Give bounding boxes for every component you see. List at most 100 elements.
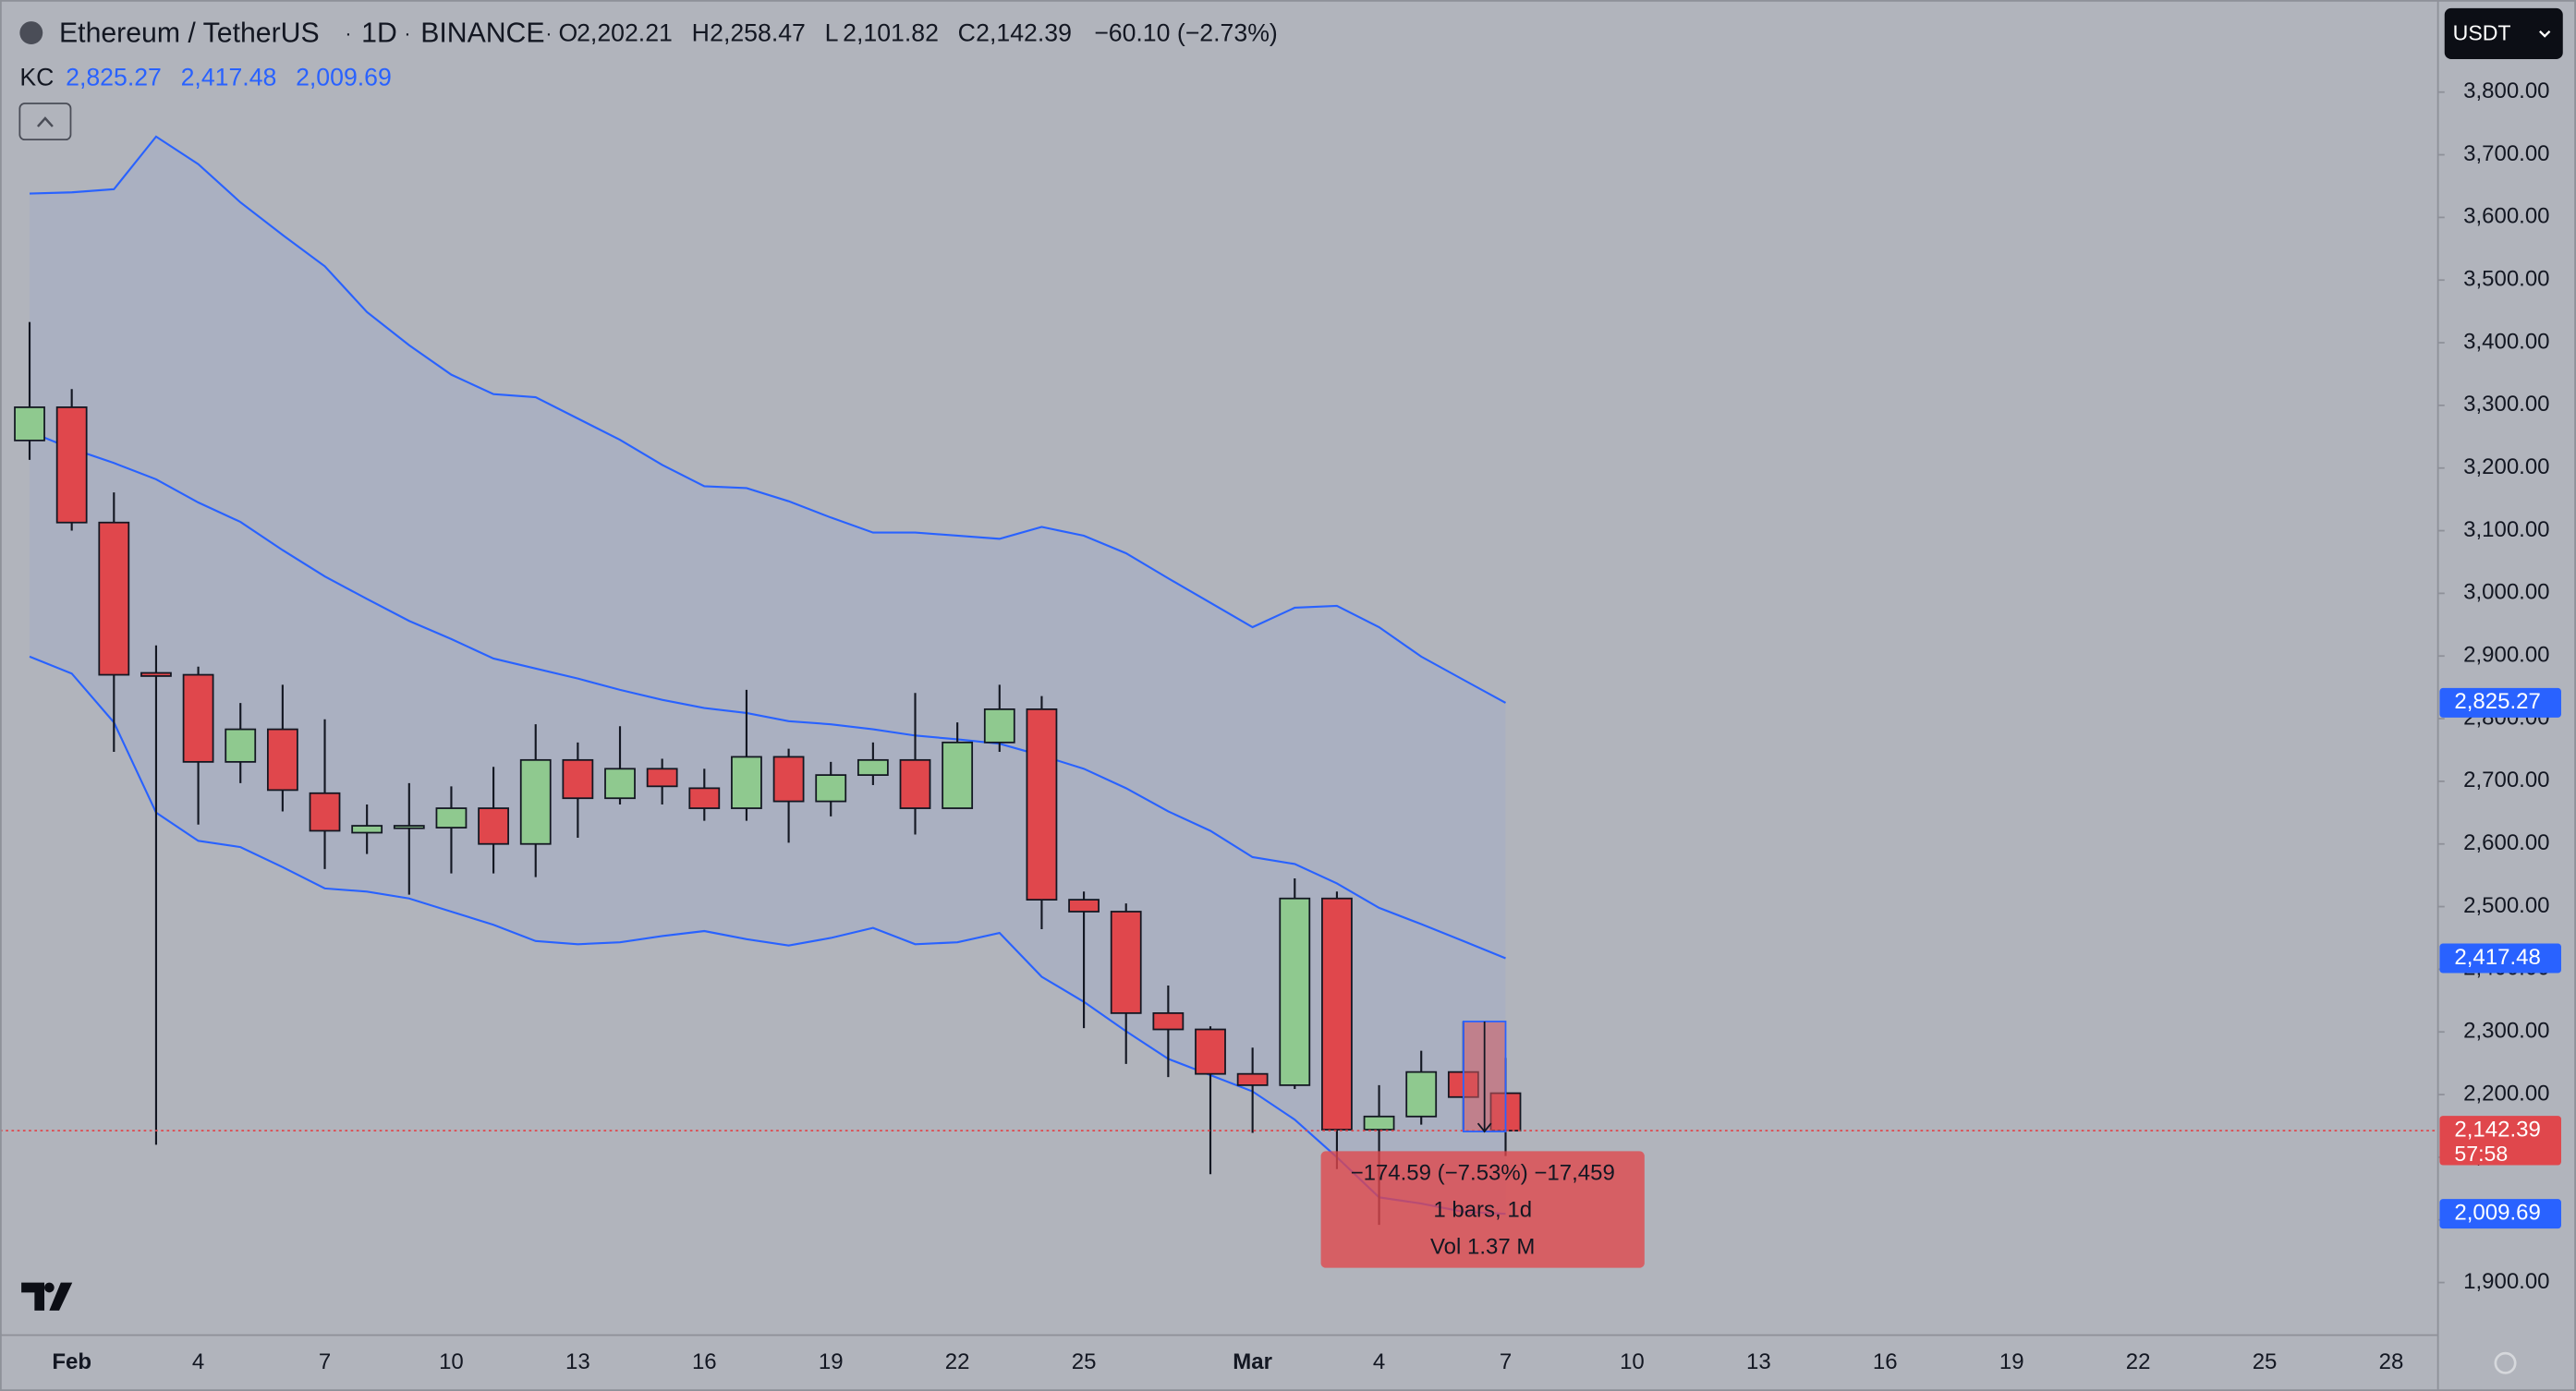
measure-text: Vol 1.37 M xyxy=(1430,1235,1535,1260)
candle-body xyxy=(182,673,214,763)
price-badge-label: 2,142.39 xyxy=(2454,1117,2540,1142)
ohlc-value: 2,101.82 xyxy=(843,18,939,46)
y-tick-label: 3,500.00 xyxy=(2463,267,2549,292)
y-tick-label: 3,300.00 xyxy=(2463,392,2549,417)
y-tick-label: 2,600.00 xyxy=(2463,830,2549,855)
currency: USDT xyxy=(2453,20,2511,44)
candle-body xyxy=(1195,1028,1226,1075)
x-tick-label: 10 xyxy=(1620,1349,1645,1374)
x-tick-label: 25 xyxy=(1072,1349,1097,1374)
candle-body xyxy=(393,825,425,829)
logo xyxy=(21,1282,73,1311)
candle-body xyxy=(1026,708,1058,901)
candle-body xyxy=(225,728,257,763)
x-tick-label: Mar xyxy=(1233,1349,1272,1374)
candle-body xyxy=(1279,897,1311,1086)
candle-body xyxy=(983,708,1015,744)
indicator-label: KC xyxy=(19,63,54,91)
candle-body xyxy=(98,521,130,676)
candle-body xyxy=(266,728,298,792)
x-tick-label: 19 xyxy=(1999,1349,2024,1374)
ohlc-key: C xyxy=(958,18,976,46)
exchange: BINANCE xyxy=(420,18,544,48)
y-tick-label: 2,200.00 xyxy=(2463,1081,2549,1106)
ohlc-value: 2,202.21 xyxy=(577,18,673,46)
y-tick-label: 3,000.00 xyxy=(2463,580,2549,605)
logo xyxy=(44,1282,55,1293)
candle-body xyxy=(604,768,636,800)
candle-body xyxy=(646,768,678,788)
separator: · xyxy=(545,22,552,44)
candle-body xyxy=(1152,1011,1185,1031)
indicator-value: 2,825.27 xyxy=(66,63,162,91)
x-tick-label: 22 xyxy=(945,1349,970,1374)
symbol-icon xyxy=(19,21,43,45)
candle-body xyxy=(772,756,805,803)
price-badge xyxy=(2439,943,2561,974)
y-tick-label: 3,100.00 xyxy=(2463,517,2549,542)
candle-body xyxy=(1068,899,1100,913)
channel-line xyxy=(29,430,1506,960)
candle-body xyxy=(1236,1072,1269,1086)
x-tick-label: 4 xyxy=(1373,1349,1385,1374)
separator: · xyxy=(404,22,410,44)
ohlc-value: 2,258.47 xyxy=(710,18,806,46)
currency-button[interactable] xyxy=(2444,7,2563,60)
candle-body xyxy=(899,758,931,809)
ohlc-value: 2,142.39 xyxy=(976,18,1072,46)
countdown: 57:58 xyxy=(2454,1142,2508,1166)
separator: · xyxy=(345,22,351,44)
plot-area xyxy=(0,135,2438,1268)
candle-body xyxy=(309,792,341,832)
y-tick-label: 2,900.00 xyxy=(2463,643,2549,668)
symbol: Ethereum / TetherUS xyxy=(59,18,320,48)
candle-body xyxy=(55,406,88,524)
candle-body xyxy=(435,807,468,829)
channel-line xyxy=(29,135,1507,704)
candle-body xyxy=(519,758,552,845)
interval: 1D xyxy=(361,18,397,48)
candle-body xyxy=(1321,897,1353,1131)
y-tick-label: 2,500.00 xyxy=(2463,893,2549,918)
candle-body xyxy=(562,758,594,800)
measure-text: 1 bars, 1d xyxy=(1433,1198,1532,1223)
y-tick-label: 2,300.00 xyxy=(2463,1019,2549,1044)
candle-body xyxy=(1363,1115,1395,1131)
y-tick-label: 2,700.00 xyxy=(2463,768,2549,792)
y-tick-label: 3,800.00 xyxy=(2463,79,2549,103)
ohlc-key: L xyxy=(825,18,839,46)
x-tick-label: Feb xyxy=(52,1349,91,1374)
x-tick-label: 13 xyxy=(565,1349,590,1374)
y-tick-label: 3,400.00 xyxy=(2463,329,2549,354)
y-tick-label: 1,900.00 xyxy=(2463,1269,2549,1294)
candle-body xyxy=(140,671,172,677)
dropdown-icon xyxy=(2539,30,2551,38)
collapse-button[interactable] xyxy=(18,103,72,141)
candle-body xyxy=(14,406,45,441)
y-tick-label: 3,200.00 xyxy=(2463,454,2549,479)
candle-body xyxy=(942,741,974,809)
indicator-value: 2,009.69 xyxy=(296,63,392,91)
price-badge xyxy=(2439,687,2561,718)
measure-text: −174.59 (−7.53%) −17,459 xyxy=(1351,1161,1615,1186)
candle-body xyxy=(478,807,509,845)
collapse-icon xyxy=(36,116,54,127)
x-tick-label: 25 xyxy=(2253,1349,2278,1374)
x-tick-label: 28 xyxy=(2379,1349,2404,1374)
ohlc-key: O xyxy=(559,18,578,46)
x-tick-label: 4 xyxy=(192,1349,204,1374)
candle-body xyxy=(688,787,721,809)
channel-line xyxy=(29,655,1506,1216)
settings-icon[interactable] xyxy=(2494,1351,2517,1374)
indicator-value: 2,417.48 xyxy=(181,63,277,91)
x-tick-label: 16 xyxy=(692,1349,717,1374)
x-tick-label: 19 xyxy=(819,1349,844,1374)
change: −60.10 (−2.73%) xyxy=(1094,18,1278,46)
price-badge-label: 2,825.27 xyxy=(2454,689,2540,714)
candle-body xyxy=(1405,1070,1438,1118)
y-tick-label: 3,700.00 xyxy=(2463,141,2549,166)
y-tick-label: 3,600.00 xyxy=(2463,204,2549,229)
